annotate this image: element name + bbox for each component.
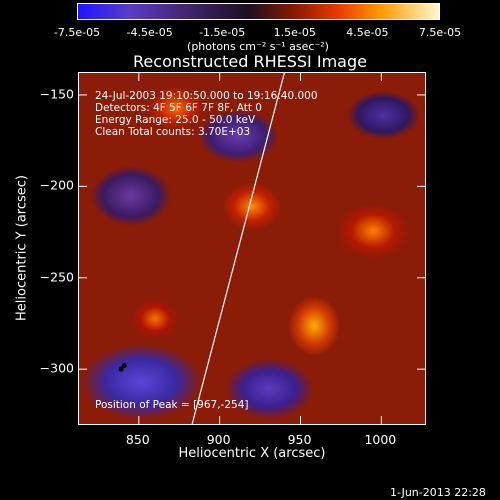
x-axis-label: Heliocentric X (arcsec) [178,446,326,461]
timestamp: 1-Jun-2013 22:28 [390,486,486,499]
y-tick-label: −250 [39,269,74,285]
colorbar-tick-label: -1.5e-05 [199,26,246,39]
x-tick-label: 1000 [364,432,397,447]
colorbar-units: (photons cm⁻² s⁻¹ asec⁻²) [187,40,329,53]
chart-title: Reconstructed RHESSI Image [133,52,367,71]
annotation-clean-counts: Clean Total counts: 3.70E+03 [95,126,251,138]
annotation-detectors: Detectors: 4F 5F 6F 7F 8F, Att 0 [95,102,262,114]
colorbar-tick-label: -7.5e-05 [53,26,101,39]
plot-area: 24-Jul-2003 19:10:50.000 to 19:16:40.000… [78,72,426,425]
x-tick-label: 950 [287,432,312,447]
colorbar-tick-label: -4.5e-05 [126,26,173,39]
peak-marker [118,366,124,372]
x-tick-label: 900 [206,432,231,447]
y-tick-label: −300 [39,360,74,376]
colorbar [77,3,440,20]
solar-limb-line [191,73,285,424]
colorbar-tick-label: 1.5e-05 [273,26,316,39]
y-tick-label: −150 [39,86,74,102]
x-tick-label: 850 [125,432,150,447]
annotation-energy-range: Energy Range: 25.0 - 50.0 keV [95,114,256,126]
annotation-peak-position: Position of Peak = [967,-254] [95,399,249,411]
y-tick-label: −200 [39,177,74,193]
peak-marker [121,363,127,368]
y-axis-label: Heliocentric Y (arcsec) [14,175,30,321]
colorbar-tick-label: 7.5e-05 [418,26,462,39]
plot-overlay [79,73,425,424]
colorbar-tick-label: 4.5e-05 [346,26,389,39]
annotation-time-range: 24-Jul-2003 19:10:50.000 to 19:16:40.000 [95,90,318,102]
